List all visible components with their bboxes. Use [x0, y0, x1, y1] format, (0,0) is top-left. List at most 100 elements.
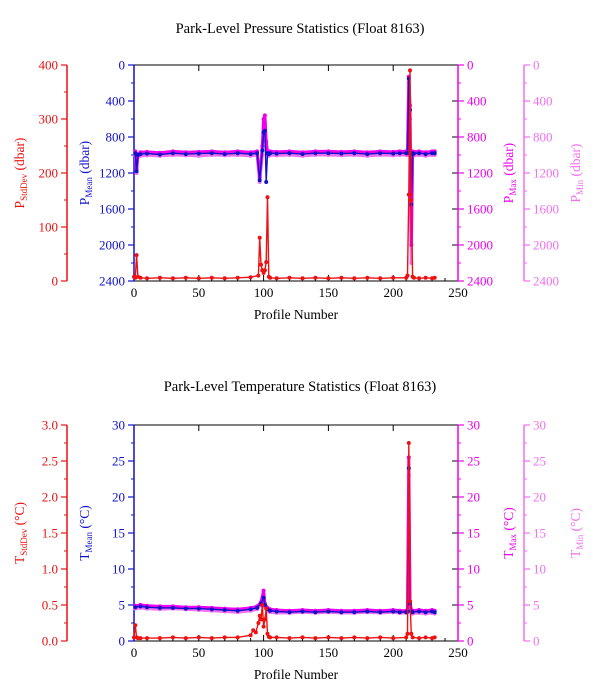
stddev-data-point — [259, 262, 263, 267]
mean-data-point — [196, 606, 201, 611]
max-data-point — [261, 588, 266, 593]
max-tick-label: 1600 — [467, 202, 493, 217]
mean-data-point — [274, 151, 279, 156]
mean-data-point — [300, 609, 305, 614]
stddev-data-point — [406, 441, 411, 445]
mean-axis-label-sub: Mean — [84, 532, 94, 553]
stddev-data-point — [313, 636, 318, 641]
min-series-line — [135, 473, 436, 616]
mean-data-point — [260, 148, 265, 153]
mean-data-point — [183, 152, 188, 157]
min-tick-label: 15 — [533, 526, 546, 541]
stddev-tick-label: 100 — [39, 220, 59, 235]
min-tick-label: 2000 — [533, 238, 559, 253]
stddev-axis-label-sub: StdDev — [19, 528, 29, 556]
max-axis-label-main: T — [501, 550, 516, 559]
min-tick-label: 25 — [533, 454, 546, 469]
stddev-data-point — [257, 613, 262, 618]
mean-data-point — [209, 151, 214, 156]
mean-tick-label: 800 — [106, 130, 126, 145]
mean-data-point — [222, 152, 227, 157]
mean-data-point — [248, 152, 253, 157]
mean-data-point — [423, 610, 428, 615]
max-tick-label: 0 — [467, 58, 474, 73]
stddev-data-point — [405, 273, 410, 278]
stddev-data-point — [248, 275, 253, 280]
mean-tick-label: 15 — [112, 526, 125, 541]
stddev-axis-label-unit: (dbar) — [12, 138, 27, 174]
stddev-tick-label: 0.0 — [42, 634, 58, 649]
max-tick-label: 15 — [467, 526, 480, 541]
mean-data-point — [145, 151, 149, 156]
x-axis-label: Profile Number — [254, 667, 339, 682]
stddev-data-point — [145, 636, 149, 641]
stddev-data-point — [326, 276, 331, 281]
mean-data-point — [157, 605, 162, 610]
stddev-data-point — [405, 631, 410, 636]
mean-data-point — [378, 151, 383, 156]
mean-data-point — [255, 151, 260, 156]
stddev-data-point — [145, 276, 149, 281]
mean-data-point — [300, 152, 305, 157]
stddev-data-point — [157, 636, 162, 641]
stddev-data-point — [248, 633, 253, 638]
mean-data-point — [264, 180, 269, 184]
stddev-data-point — [378, 635, 383, 640]
mean-data-point — [423, 152, 428, 157]
max-series-line — [133, 75, 435, 247]
mean-tick-label: 1600 — [99, 202, 125, 217]
min-axis-label-sub: Min — [575, 534, 585, 550]
mean-axis-label: TMean (°C) — [77, 505, 94, 561]
x-tick-label: 150 — [319, 285, 339, 300]
mean-data-point — [209, 607, 214, 612]
stddev-tick-label: 0 — [52, 274, 59, 289]
stddev-data-point — [222, 276, 227, 281]
min-axis-label: TMin (°C) — [568, 508, 585, 558]
mean-data-point — [417, 609, 422, 614]
x-tick-label: 250 — [448, 285, 468, 300]
min-series-line — [133, 81, 435, 265]
max-axis-label: PMax (dbar) — [501, 143, 518, 203]
x-tick-label: 0 — [131, 285, 138, 300]
mean-data-point — [397, 151, 402, 156]
max-tick-label: 2400 — [467, 274, 493, 289]
max-data-point — [261, 117, 266, 121]
mean-axis-label-main: P — [77, 198, 92, 206]
mean-data-point — [138, 604, 143, 609]
stddev-data-point — [287, 275, 292, 280]
mean-axis-label-main: T — [77, 552, 92, 561]
x-tick-label: 0 — [131, 645, 138, 660]
mean-tick-label: 1200 — [99, 166, 125, 181]
stddev-tick-label: 2.0 — [42, 490, 58, 505]
mean-data-point — [170, 151, 175, 156]
mean-tick-label: 0 — [119, 58, 126, 73]
max-axis-label-main: P — [501, 196, 516, 204]
stddev-axis-label-main: P — [12, 201, 27, 209]
stddev-data-point — [268, 275, 273, 280]
min-tick-label: 5 — [533, 598, 540, 613]
stddev-data-point — [253, 630, 258, 635]
mean-tick-label: 400 — [106, 94, 126, 109]
stddev-data-point — [326, 635, 331, 640]
pressure-panel: Park-Level Pressure Statistics (Float 81… — [12, 21, 585, 322]
mean-data-point — [261, 595, 266, 600]
mean-tick-label: 0 — [119, 634, 126, 649]
max-axis-label-unit: (°C) — [501, 507, 516, 534]
stddev-data-point — [196, 276, 201, 281]
max-tick-label: 10 — [467, 562, 480, 577]
mean-data-point — [391, 151, 396, 156]
stddev-tick-label: 3.0 — [42, 418, 58, 433]
stddev-series-line — [133, 69, 435, 279]
min-tick-label: 10 — [533, 562, 546, 577]
mean-data-point — [287, 151, 292, 156]
max-tick-label: 20 — [467, 490, 480, 505]
max-axis-label-sub: Max — [508, 179, 518, 196]
stddev-axis-label-unit: (°C) — [12, 502, 27, 529]
mean-axis-label-unit: (dbar) — [77, 141, 92, 177]
stddev-data-point — [259, 617, 263, 622]
stddev-data-point — [170, 276, 175, 281]
x-tick-label: 100 — [254, 285, 274, 300]
stddev-data-point — [134, 253, 139, 258]
mean-data-point — [417, 151, 422, 156]
max-series-line — [135, 455, 436, 613]
